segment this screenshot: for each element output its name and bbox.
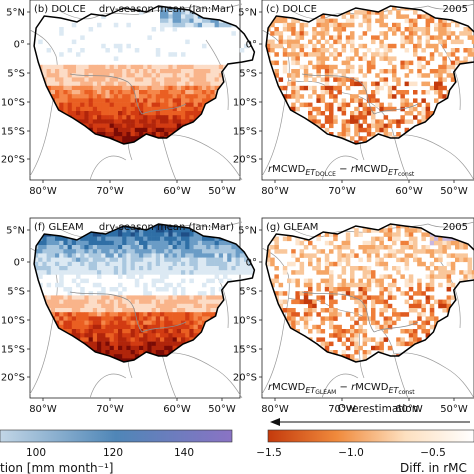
panel-label: (b) DOLCE [34, 4, 86, 15]
country-border [195, 221, 243, 228]
map-panel-g: (g) GLEAM 2005 rMCWDETGLEAM − rMCWDETconst… [233, 217, 474, 415]
lon-tick-label: 60°W [395, 186, 423, 197]
subbasin-line [141, 321, 187, 333]
map-panel-b: (b) DOLCE dry-season mean (Jan:Mar) 5°N 0° 5… [1, 0, 256, 197]
country-border [321, 155, 359, 181]
lat-tick-label: 20°S [1, 373, 25, 384]
lon-tick-label: 80°W [29, 404, 57, 415]
lat-tick-label: 5°S [239, 69, 257, 80]
country-border [89, 155, 127, 181]
panel-title-right: dry-season mean (Jan:Mar) [99, 222, 234, 233]
lon-tick-label: 70°W [328, 186, 356, 197]
country-border [261, 247, 290, 395]
lat-tick-label: 5°N [238, 226, 257, 237]
lat-tick-label: 15°S [1, 345, 25, 356]
subbasin-line [301, 291, 375, 333]
lon-tick-label: 50°W [208, 186, 236, 197]
map-panels: (b) DOLCE dry-season mean (Jan:Mar) 5°N 0° 5… [1, 0, 474, 415]
lat-tick-label: 0° [14, 258, 25, 269]
lat-tick-label: 5°N [6, 8, 25, 19]
arrow-head-icon [270, 418, 280, 426]
country-border [393, 352, 474, 399]
lat-tick-label: 5°S [7, 69, 25, 80]
lat-tick-label: 10°S [1, 316, 25, 327]
lat-tick-label: 20°S [233, 155, 257, 166]
lat-tick-label: 0° [246, 40, 257, 51]
lat-tick-label: 15°S [1, 127, 25, 138]
lat-tick-label: 15°S [233, 127, 257, 138]
formula-annotation: rMCWDETGLEAM − rMCWDETconst [268, 382, 415, 396]
lat-tick-label: 15°S [233, 345, 257, 356]
lat-tick-label: 0° [246, 258, 257, 269]
map-panel-c: (c) DOLCE 2005 rMCWDETDOLCE − rMCWDETconst… [233, 0, 474, 197]
colorbar-right-label: Diff. in rMC [400, 461, 467, 474]
colorbar-right-tick-1: −1.5 [256, 447, 282, 459]
panel-label: (f) GLEAM [34, 222, 84, 233]
colorbar-right-tick-3: −0.5 [420, 447, 446, 459]
subbasin-line [69, 73, 143, 115]
country-border [161, 134, 243, 181]
lon-tick-label: 60°W [395, 404, 423, 415]
colorbars: 100 120 140 tion [mm month⁻¹] −1.5 −1.0 … [0, 403, 474, 474]
colorbar-right [267, 429, 474, 443]
basin-outline [33, 223, 256, 363]
basin-outline [33, 5, 256, 145]
lat-tick-label: 10°S [233, 98, 257, 109]
colorbar-left-tick-100: 100 [26, 447, 46, 459]
lat-tick-label: 0° [14, 40, 25, 51]
lon-tick-label: 80°W [29, 186, 57, 197]
map-panel-f: (f) GLEAM dry-season mean (Jan:Mar) 5°N 0° 5… [1, 217, 256, 415]
subbasin-line [373, 321, 419, 333]
basin-outline [265, 5, 474, 145]
subbasin-line [141, 103, 187, 115]
lat-tick-label: 5°S [239, 287, 257, 298]
lon-tick-label: 80°W [261, 186, 289, 197]
lon-tick-label: 80°W [261, 404, 289, 415]
lon-tick-label: 50°W [440, 404, 468, 415]
country-border [161, 352, 243, 399]
colorbar-left-tick-140: 140 [174, 447, 194, 459]
country-border [57, 9, 143, 20]
lat-tick-label: 20°S [233, 373, 257, 384]
colorbar-left-tick-120: 120 [103, 447, 123, 459]
country-border [393, 134, 474, 181]
country-border [89, 373, 127, 399]
panel-title-right: 2005 [443, 4, 468, 15]
lon-tick-label: 70°W [96, 404, 124, 415]
lat-tick-label: 10°S [233, 316, 257, 327]
panel-label: (c) DOLCE [266, 4, 317, 15]
subbasin-line [301, 73, 375, 115]
subbasin-line [69, 291, 143, 333]
panel-title-right: 2005 [443, 222, 468, 233]
lon-tick-label: 50°W [440, 186, 468, 197]
panel-label: (g) GLEAM [266, 222, 318, 233]
colorbar-left [0, 429, 233, 443]
colorbar-right-tick-2: −1.0 [338, 447, 364, 459]
country-border [427, 3, 474, 10]
formula-annotation: rMCWDETDOLCE − rMCWDETconst [268, 164, 415, 178]
country-border [427, 221, 474, 228]
subbasin-line [373, 103, 419, 115]
lat-tick-label: 5°S [7, 287, 25, 298]
colorbar-left-label: tion [mm month⁻¹] [0, 461, 113, 474]
lat-tick-label: 5°N [238, 8, 257, 19]
country-border [195, 3, 243, 10]
lat-tick-label: 10°S [1, 98, 25, 109]
lon-tick-label: 70°W [328, 404, 356, 415]
overestimation-label: Overestimation [338, 403, 419, 415]
lon-tick-label: 50°W [208, 404, 236, 415]
lon-tick-label: 60°W [163, 186, 191, 197]
country-border [321, 373, 359, 399]
lat-tick-label: 5°N [6, 226, 25, 237]
lat-tick-label: 20°S [1, 155, 25, 166]
basin-outline [265, 223, 474, 363]
lon-tick-label: 70°W [96, 186, 124, 197]
panel-title-right: dry-season mean (Jan:Mar) [99, 4, 234, 15]
lon-tick-label: 60°W [163, 404, 191, 415]
